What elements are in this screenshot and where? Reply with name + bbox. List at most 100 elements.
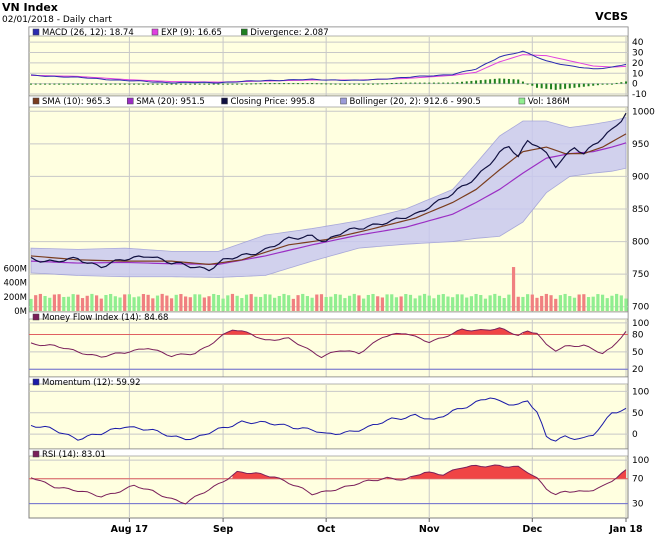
divergence-bar (587, 83, 590, 87)
volume-bar (109, 293, 113, 311)
divergence-bar (456, 82, 459, 84)
legend-strip (28, 26, 629, 37)
volume-bar (465, 297, 469, 311)
divergence-bar (521, 81, 524, 84)
divergence-bar (184, 83, 187, 85)
legend-entry: MACD (26, 12): 18.74 (42, 28, 134, 38)
y-tick-label: 50 (632, 348, 644, 358)
divergence-bar (372, 83, 375, 85)
divergence-bar (95, 83, 98, 85)
divergence-bar (165, 83, 168, 85)
volume-bar (315, 294, 319, 311)
x-tick-label: Jan 18 (608, 524, 643, 535)
divergence-bar (123, 83, 126, 85)
volume-bar (198, 294, 202, 311)
divergence-bar (343, 83, 346, 85)
y-tick-label: 0 (632, 430, 638, 440)
divergence-bar (161, 83, 164, 85)
divergence-bar (62, 83, 65, 85)
divergence-bar (81, 83, 84, 85)
volume-bar (390, 294, 394, 311)
volume-bar (432, 298, 436, 311)
volume-bar (540, 295, 544, 311)
volume-bar (282, 293, 286, 311)
volume-bar (118, 297, 122, 311)
divergence-bar (72, 83, 75, 85)
volume-bar (558, 295, 563, 311)
volume-bar (137, 296, 141, 311)
divergence-bar (512, 79, 515, 84)
divergence-bar (442, 82, 445, 84)
volume-bar (226, 295, 230, 311)
legend-swatch (32, 97, 40, 105)
volume-bar (615, 293, 619, 311)
volume-bar (179, 294, 183, 311)
volume-bar (404, 294, 408, 311)
volume-bar (216, 294, 221, 311)
sma20-line (30, 142, 627, 265)
divergence-bar (479, 80, 482, 84)
volume-bar (394, 297, 399, 311)
volume-bar (596, 294, 600, 311)
volume-bar (436, 294, 441, 311)
legend-swatch (127, 97, 134, 105)
volume-bar (376, 296, 380, 311)
divergence-bar (475, 80, 478, 84)
divergence-bar (156, 83, 159, 85)
volume-bar (535, 297, 539, 311)
divergence-bar (489, 79, 492, 84)
legend-entry: Bollinger (20, 2): 912.6 - 990.5 (350, 97, 481, 107)
divergence-bar (465, 81, 468, 84)
legend-swatch (32, 450, 40, 458)
divergence-bar (559, 83, 562, 90)
volume-bar (526, 294, 530, 311)
divergence-bar (353, 83, 356, 85)
x-tick-label: Oct (317, 524, 336, 535)
divergence-bar (133, 83, 136, 85)
volume-bar (479, 295, 483, 311)
divergence-bar (151, 83, 154, 85)
volume-bar (324, 297, 328, 311)
divergence-bar (381, 83, 384, 85)
divergence-bar (367, 83, 370, 85)
panel-momentum: 100 50 0 Momentum (12): 59.92 (28, 376, 649, 450)
volume-bar (249, 294, 253, 311)
divergence-bar (53, 83, 56, 85)
divergence-bar (179, 83, 182, 85)
y-tick-label: 80 (632, 330, 644, 340)
macd-line (30, 50, 627, 84)
volume-bar (169, 298, 174, 311)
volume-bar (549, 295, 553, 311)
divergence-bar (245, 83, 248, 85)
volume-bar (80, 298, 85, 311)
divergence-bar (540, 83, 543, 89)
y-tick-label: 20 (632, 59, 644, 69)
divergence-bar (432, 82, 435, 84)
volume-bar (563, 293, 567, 311)
chart-title: VN Index (2, 1, 58, 14)
momentum-line (30, 397, 627, 442)
volume-bar (357, 295, 361, 311)
divergence-bar (119, 83, 122, 85)
volume-bar (483, 298, 488, 311)
divergence-bar (114, 83, 117, 85)
volume-bar (530, 294, 534, 311)
volume-bar (521, 296, 525, 311)
volume-bar (591, 296, 595, 311)
divergence-bar (578, 83, 581, 88)
y-tick-label: 10 (632, 69, 644, 79)
chart-subtitle: 02/01/2018 - Daily chart (2, 15, 112, 25)
volume-bar (90, 293, 94, 311)
divergence-bar (334, 83, 337, 85)
divergence-bar (362, 83, 365, 85)
volume-bar (310, 297, 314, 311)
overbought-fill (232, 471, 280, 479)
divergence-bar (193, 83, 196, 85)
panel-price: 1000 950 900 850 800 750 700 SMA (10): 965.3 SMA… (3, 95, 655, 317)
volume-bar (422, 293, 427, 311)
volume-tick-label: 0M (14, 307, 27, 317)
divergence-bar (222, 83, 225, 85)
divergence-bar (414, 82, 417, 84)
